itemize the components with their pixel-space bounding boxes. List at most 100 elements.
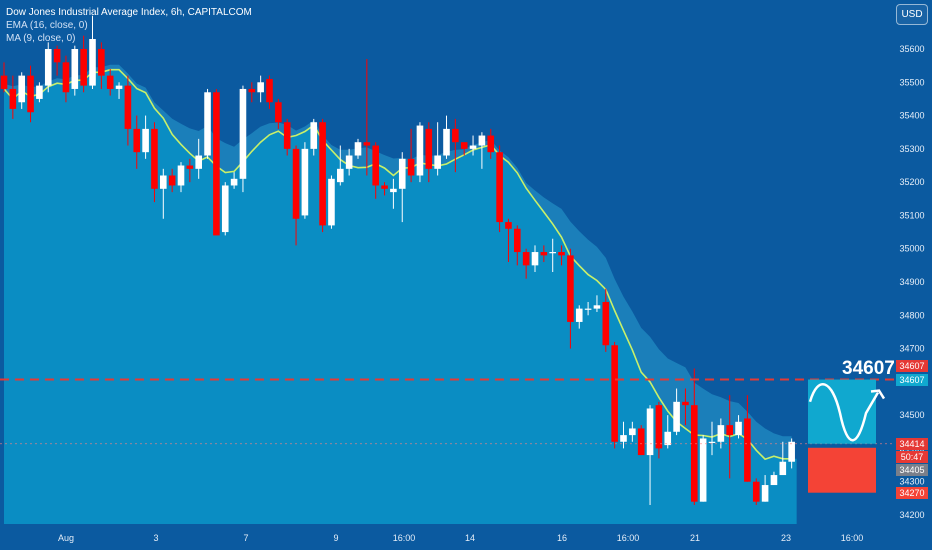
candle-body — [460, 142, 468, 149]
candle-body — [36, 85, 43, 99]
candle-body — [221, 185, 229, 233]
candle-body — [726, 425, 733, 436]
stop-zone-box — [808, 447, 876, 493]
candle-body — [735, 421, 742, 436]
candle-body — [381, 185, 388, 189]
candle-body — [584, 308, 592, 310]
candle-body — [699, 438, 707, 502]
candle-body — [752, 481, 760, 502]
candle-body — [637, 428, 645, 456]
candle-body — [416, 125, 424, 176]
candle-body — [549, 252, 556, 254]
candle-body — [567, 255, 574, 322]
candle-body — [522, 252, 530, 266]
time-tick-label: 16:00 — [393, 533, 416, 543]
candle-body — [779, 461, 787, 476]
candle-body — [770, 475, 778, 486]
candle-body — [310, 122, 318, 149]
candle-body — [213, 92, 220, 236]
resistance-ema-label: 34607 — [896, 374, 928, 386]
candle-body — [540, 252, 548, 256]
candle-body — [124, 85, 132, 129]
candle-body — [390, 188, 397, 193]
candle-body — [629, 428, 636, 436]
candle-body — [71, 49, 79, 89]
candle-body — [558, 252, 565, 256]
time-tick-label: 14 — [465, 533, 475, 543]
candle-body — [682, 401, 689, 406]
candle-body — [248, 88, 256, 93]
price-tick-label: 35100 — [899, 210, 924, 220]
price-tick-label: 34200 — [899, 510, 924, 520]
candle-body — [469, 145, 477, 149]
candle-body — [478, 135, 486, 146]
target-zone-box — [808, 379, 876, 444]
projection-wave-arrow — [808, 383, 886, 442]
candle-body — [407, 158, 415, 176]
candle-body — [611, 345, 618, 442]
price-tick-label: 34800 — [899, 310, 924, 320]
candle-body — [18, 75, 25, 103]
price-tick-label: 34900 — [899, 277, 924, 287]
price-tick-label: 34500 — [899, 410, 924, 420]
legend-ma: MA (9, close, 0) — [6, 33, 76, 44]
candle-body — [593, 305, 601, 309]
countdown-label: 50:47 — [896, 451, 928, 463]
chart-legend: Dow Jones Industrial Average Index, 6h, … — [6, 6, 252, 45]
ema-envelope-band — [4, 64, 792, 460]
candles-group — [0, 15, 795, 506]
candle-body — [761, 485, 769, 502]
time-tick-label: 21 — [690, 533, 700, 543]
candle-body — [115, 85, 123, 89]
candle-body — [363, 142, 371, 146]
candle-body — [266, 78, 273, 103]
candle-body — [133, 128, 141, 153]
candle-body — [239, 88, 247, 179]
candle-body — [9, 88, 17, 109]
candle-body — [398, 158, 406, 189]
candle-body — [160, 175, 167, 189]
candle-body — [106, 75, 114, 89]
candle-body — [151, 128, 158, 189]
candle-body — [452, 128, 459, 143]
candle-body — [204, 92, 211, 156]
candle-body — [646, 408, 654, 456]
candle-body — [788, 441, 795, 462]
time-axis[interactable]: Aug 3 7 9 16:00 14 16 16:00 21 23 16:00 — [58, 533, 863, 543]
price-tick-label: 35600 — [899, 44, 924, 54]
time-tick-label: 16:00 — [617, 533, 640, 543]
time-tick-label: 3 — [153, 533, 158, 543]
candle-body — [744, 418, 751, 482]
price-tick-label: 35200 — [899, 177, 924, 187]
candle-body — [531, 252, 539, 266]
time-tick-label: Aug — [58, 533, 74, 543]
candle-body — [434, 155, 441, 169]
candle-body — [80, 49, 87, 86]
candle-body — [655, 405, 663, 449]
candle-body — [292, 148, 300, 219]
time-tick-label: 9 — [333, 533, 338, 543]
price-tick-label: 35300 — [899, 144, 924, 154]
time-tick-label: 23 — [781, 533, 791, 543]
candle-body — [575, 308, 583, 322]
candle-body — [257, 82, 264, 93]
candle-body — [496, 152, 503, 223]
candle-body — [708, 441, 716, 443]
candle-body — [337, 168, 344, 183]
legend-ema: EMA (16, close, 0) — [6, 20, 88, 31]
candle-body — [354, 142, 362, 156]
resistance-price-label: 34607 — [896, 360, 928, 372]
candle-body — [301, 148, 309, 216]
candle-body — [53, 49, 61, 63]
candle-body — [328, 178, 335, 226]
candle-body — [89, 39, 96, 86]
candle-body — [44, 49, 52, 86]
candle-body — [505, 222, 512, 229]
candle-body — [717, 425, 725, 442]
candle-body — [673, 401, 680, 432]
currency-button[interactable]: USD — [896, 4, 928, 25]
candle-body — [186, 165, 194, 169]
price-tick-label: 35000 — [899, 244, 924, 254]
candle-body — [602, 301, 610, 346]
